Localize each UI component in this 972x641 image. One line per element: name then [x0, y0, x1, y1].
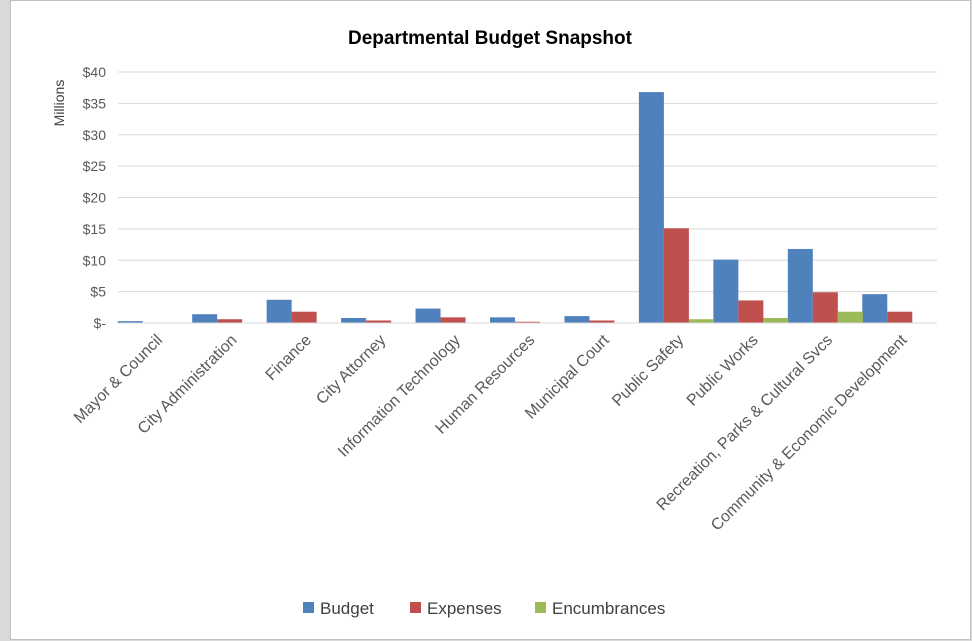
y-tick-label: $30: [83, 127, 107, 143]
bar-expenses-3: [366, 320, 392, 323]
bar-encumbrances-9: [837, 311, 863, 323]
bar-budget-3: [341, 317, 367, 323]
x-tick-label: Finance: [263, 332, 315, 384]
x-tick-label: City Attorney: [313, 332, 389, 408]
y-tick-label: $10: [83, 252, 107, 268]
bar-expenses-10: [887, 311, 913, 323]
bar-budget-1: [192, 314, 218, 323]
y-tick-label: $5: [90, 284, 106, 300]
bar-budget-6: [564, 316, 590, 323]
bar-budget-9: [787, 248, 813, 323]
bar-budget-8: [713, 259, 739, 323]
bar-expenses-6: [589, 320, 615, 323]
bar-budget-10: [862, 294, 888, 323]
chart-frame: Departmental Budget Snapshot Millions $-…: [10, 0, 971, 640]
x-tick-label: Public Safety: [609, 332, 687, 410]
x-tick-label: Public Works: [684, 332, 762, 410]
bars: [117, 92, 913, 324]
legend-label-encumbrances: Encumbrances: [552, 599, 665, 618]
y-axis-ticks: $- $5 $10 $15 $20 $25 $30 $35 $40: [83, 64, 107, 331]
bar-budget-7: [638, 92, 664, 323]
bar-expenses-1: [217, 319, 243, 323]
y-tick-label: $-: [94, 315, 107, 331]
y-tick-label: $20: [83, 190, 107, 206]
bar-budget-0: [117, 321, 143, 323]
legend-swatch-budget: [303, 602, 314, 613]
bar-budget-5: [490, 317, 515, 323]
bar-budget-2: [266, 299, 292, 323]
chart-svg: Departmental Budget Snapshot Millions $-…: [51, 28, 937, 618]
gridlines: [118, 71, 937, 293]
bar-expenses-7: [663, 228, 689, 323]
bar-expenses-8: [738, 300, 764, 323]
legend-label-budget: Budget: [320, 599, 374, 618]
y-tick-label: $15: [83, 221, 107, 237]
legend: Budget Expenses Encumbrances: [303, 599, 665, 618]
legend-label-expenses: Expenses: [427, 599, 502, 618]
y-tick-label: $40: [83, 64, 107, 80]
bar-encumbrances-7: [688, 319, 714, 323]
legend-swatch-encumbrances: [535, 602, 546, 613]
chart-title: Departmental Budget Snapshot: [348, 28, 633, 49]
bar-expenses-4: [440, 317, 466, 323]
y-axis-title: Millions: [51, 80, 67, 127]
bar-expenses-5: [515, 321, 540, 323]
bar-expenses-9: [812, 292, 838, 323]
y-tick-label: $25: [83, 158, 107, 174]
legend-swatch-expenses: [410, 602, 421, 613]
bar-encumbrances-8: [763, 317, 789, 323]
bar-budget-4: [415, 308, 441, 323]
y-tick-label: $35: [83, 95, 107, 111]
x-tick-label: Information Technology: [335, 332, 464, 461]
bar-expenses-2: [291, 311, 317, 323]
